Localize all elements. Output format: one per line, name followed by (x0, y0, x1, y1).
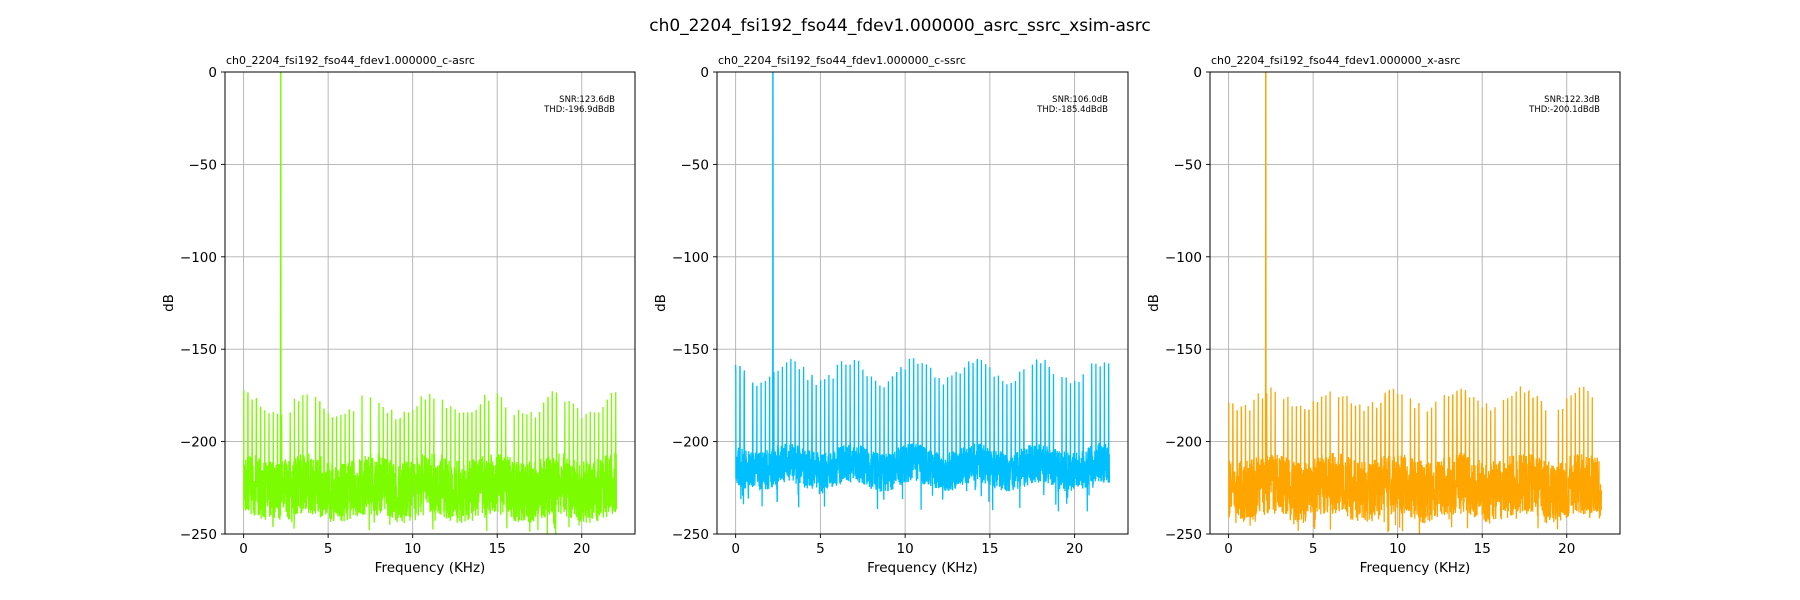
axes-frame (224, 71, 636, 535)
x-tick-label: 20 (1066, 541, 1083, 557)
x-tick-label: 10 (897, 541, 914, 557)
thd-annotation: THD:-200.1dBdB (1528, 105, 1600, 115)
y-tick-label: −50 (681, 157, 710, 173)
y-axis-label: dB (161, 294, 177, 312)
subplot-1: 0 5 10 15 20 0 −50 −100 −150 −200 −250 ch0_2204_fsi… (161, 54, 636, 576)
y-tick-label: 0 (208, 65, 217, 81)
subplot-title: ch0_2204_fsi192_fso44_fdev1.000000_c-asr… (226, 54, 475, 67)
x-tick-label: 15 (489, 541, 506, 557)
y-tick-label: −100 (672, 250, 709, 266)
x-tick-label: 0 (731, 541, 740, 557)
y-axis-label: dB (1146, 294, 1162, 312)
y-tick-label: −250 (180, 527, 217, 543)
x-tick-label: 20 (1558, 541, 1575, 557)
y-tick-label: −250 (672, 527, 709, 543)
spectrum-line (734, 72, 1111, 512)
y-tick-label: −250 (1165, 527, 1202, 543)
x-tick-label: 0 (1224, 541, 1233, 557)
snr-annotation: SNR:122.3dB (1544, 95, 1600, 105)
x-tick-label: 20 (573, 541, 590, 557)
y-axis-label: dB (653, 294, 669, 312)
y-tick-label: −150 (672, 342, 709, 358)
y-tick-label: −150 (180, 342, 217, 358)
subplot-title: ch0_2204_fsi192_fso44_fdev1.000000_x-asr… (1211, 54, 1460, 67)
x-tick-label: 0 (239, 541, 248, 557)
axes-frame (716, 71, 1129, 535)
x-axis-label: Frequency (KHz) (867, 560, 978, 576)
y-tick-label: −200 (180, 435, 217, 451)
subplot-title: ch0_2204_fsi192_fso44_fdev1.000000_c-ssr… (718, 54, 966, 67)
x-tick-label: 10 (1389, 541, 1406, 557)
x-tick-label: 15 (1474, 541, 1491, 557)
x-tick-label: 10 (404, 541, 421, 557)
x-axis-label: Frequency (KHz) (1360, 560, 1471, 576)
snr-annotation: SNR:123.6dB (559, 95, 615, 105)
y-tick-label: 0 (1193, 65, 1202, 81)
subplot-3: 0 5 10 15 20 0 −50 −100 −150 −200 −250 ch0_2204_fsi… (1146, 54, 1621, 576)
y-tick-label: −50 (189, 157, 218, 173)
spectrum-line (243, 72, 618, 534)
x-tick-label: 5 (816, 541, 825, 557)
y-tick-label: −200 (672, 435, 709, 451)
x-tick-label: 5 (1309, 541, 1318, 557)
figure-title: ch0_2204_fsi192_fso44_fdev1.000000_asrc_… (649, 16, 1150, 36)
thd-annotation: THD:-196.9dBdB (543, 105, 615, 115)
y-tick-label: −150 (1165, 342, 1202, 358)
x-axis-label: Frequency (KHz) (375, 560, 486, 576)
spectrum-line (1227, 72, 1603, 534)
axes-frame (1209, 71, 1621, 535)
x-tick-label: 15 (981, 541, 998, 557)
snr-annotation: SNR:106.0dB (1052, 95, 1108, 105)
y-tick-label: −50 (1174, 157, 1203, 173)
y-tick-label: −100 (180, 250, 217, 266)
x-tick-label: 5 (324, 541, 333, 557)
y-tick-label: −100 (1165, 250, 1202, 266)
subplot-2: 0 5 10 15 20 0 −50 −100 −150 −200 −250 ch0_2204_fsi… (653, 54, 1129, 576)
y-tick-label: −200 (1165, 435, 1202, 451)
y-tick-label: 0 (700, 65, 709, 81)
thd-annotation: THD:-185.4dBdB (1036, 105, 1108, 115)
